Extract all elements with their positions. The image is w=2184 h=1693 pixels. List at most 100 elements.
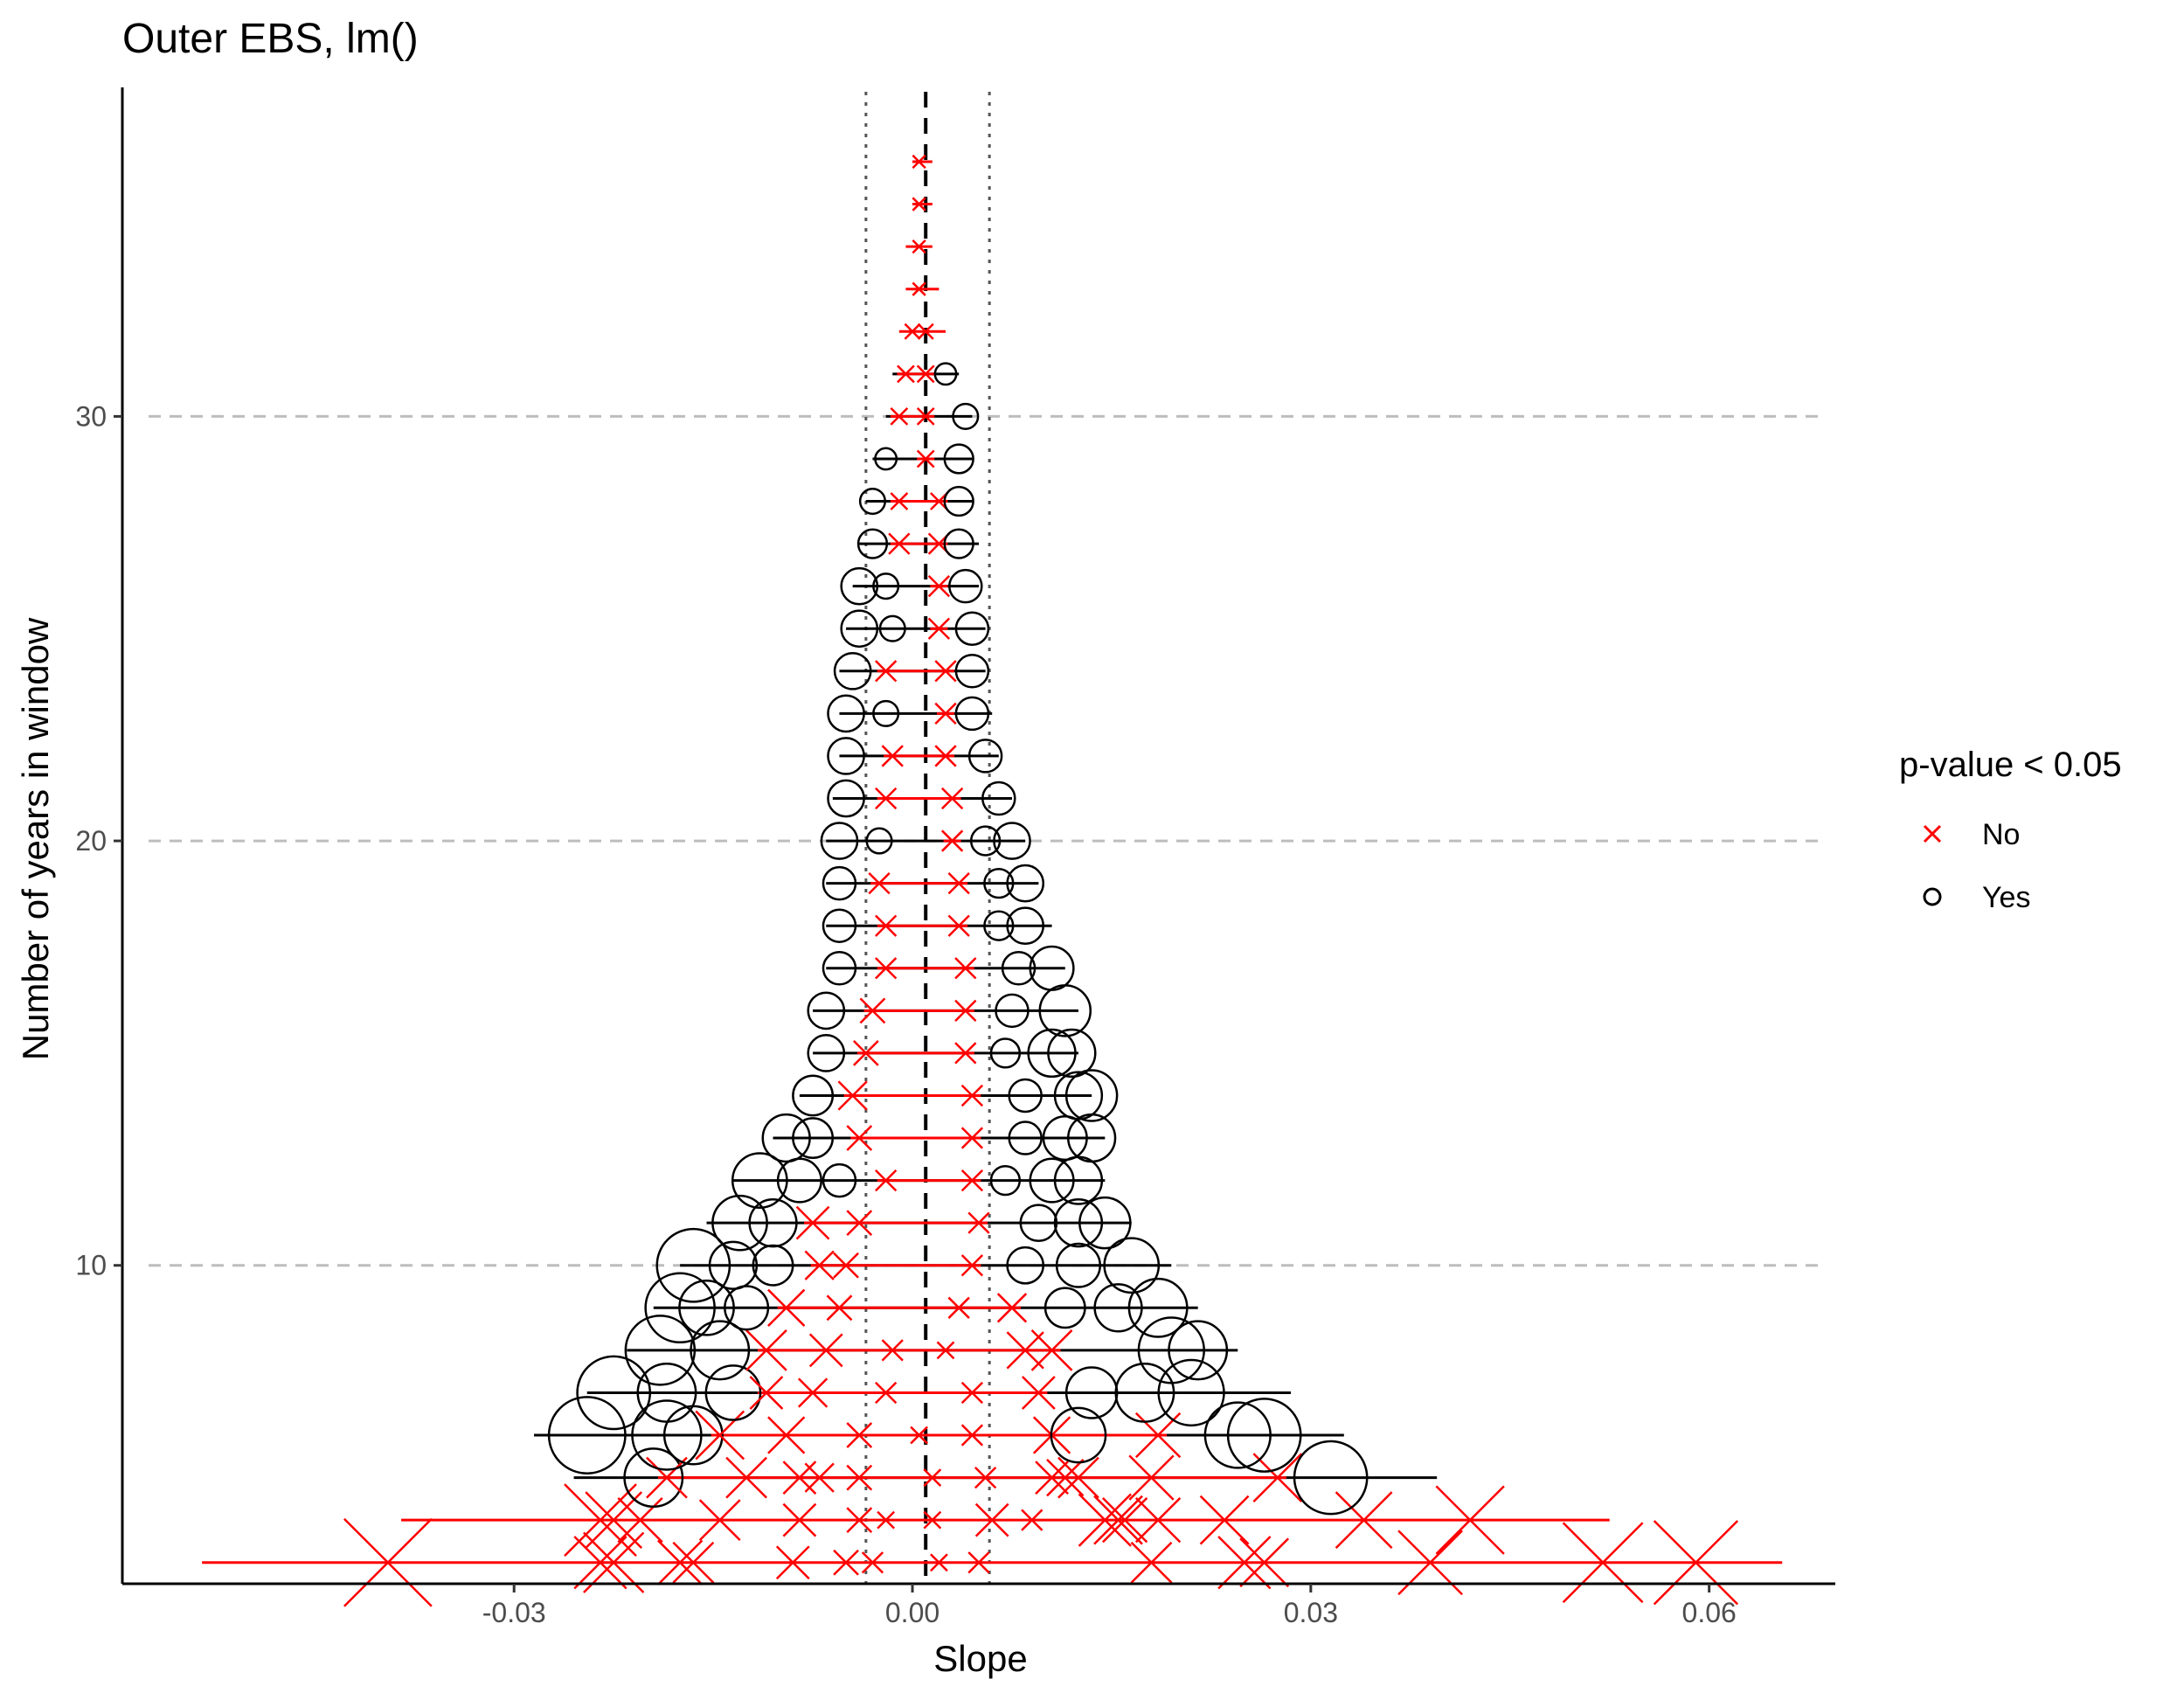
point-nonsignificant [846,1422,873,1448]
point-nonsignificant [930,1553,948,1572]
point-nonsignificant [1021,1376,1056,1410]
axes: -0.03 0.00 0.03 0.06 10 20 30 [75,87,1835,1628]
slope-range-lines [202,160,1783,1565]
point-nonsignificant [954,957,977,980]
point-nonsignificant [954,999,977,1022]
point-nonsignificant [947,914,970,937]
point-nonsignificant [749,1376,784,1410]
point-nonsignificant [923,1510,942,1530]
point-nonsignificant [1101,1497,1148,1544]
point-nonsignificant [646,1456,688,1499]
legend-key-yes [1923,887,1942,906]
point-nonsignificant [1335,1491,1393,1550]
point-significant [1050,1406,1107,1464]
point-nonsignificant [804,1462,835,1493]
point-nonsignificant [1035,1461,1069,1495]
point-significant [822,1162,857,1198]
point-significant [865,827,893,855]
point-significant [840,566,879,606]
point-nonsignificant [960,1127,984,1149]
point-nonsignificant [1093,1495,1143,1545]
point-nonsignificant [910,1426,929,1445]
point-significant [954,696,990,732]
point-nonsignificant [960,1424,984,1447]
point-nonsignificant [996,1293,1028,1323]
point-significant [983,867,1015,899]
point-nonsignificant [782,1502,817,1537]
point-significant [1064,1069,1119,1122]
point-significant [1114,1362,1175,1423]
point-significant [708,1240,759,1290]
point-significant [943,528,974,559]
point-significant [1053,1198,1104,1248]
point-nonsignificant [852,1040,879,1066]
point-nonsignificant [960,1254,984,1277]
x-tick-label: -0.03 [482,1597,546,1628]
point-significant [858,487,886,516]
point-nonsignificant [725,1456,767,1499]
point-significant [822,951,857,986]
point-significant [827,694,865,733]
point-significant [1019,1204,1058,1243]
legend: p-value < 0.05 No Yes [1899,746,2122,914]
point-significant [989,1037,1022,1069]
point-nonsignificant [960,1084,984,1107]
point-nonsignificant [934,660,957,683]
y-tick-label: 10 [75,1250,107,1281]
point-significant [547,1396,627,1474]
point-significant [748,1198,798,1248]
point-significant [807,991,846,1030]
x-axis-title: Slope [933,1638,1027,1679]
point-nonsignificant [775,1545,810,1580]
reference-lines [864,92,991,1584]
point-nonsignificant [573,1536,627,1590]
point-significant [995,993,1030,1029]
point-significant [704,1364,762,1421]
point-significant [933,362,958,386]
point-nonsignificant [916,407,935,426]
point-significant [952,402,980,430]
point-significant [874,447,898,471]
point-nonsignificant [904,323,921,340]
point-nonsignificant [890,407,909,426]
point-significant [1029,945,1075,991]
point-significant [655,1227,731,1303]
point-nonsignificant [698,1499,741,1542]
point-significant [1293,1440,1369,1516]
point-nonsignificant [846,1125,873,1151]
point-nonsignificant [967,1551,990,1574]
point-nonsignificant [940,787,964,810]
point-significant [623,1447,684,1509]
point-nonsignificant [877,1510,896,1530]
point-nonsignificant [1199,1495,1250,1545]
point-significant [1093,1283,1143,1333]
y-tick-label: 20 [75,825,107,857]
point-nonsignificant [1435,1485,1505,1555]
point-significant [724,1285,770,1331]
point-significant [792,1117,835,1159]
point-significant [631,1399,703,1471]
point-significant [840,609,879,649]
point-nonsignificant [954,1042,977,1065]
point-nonsignificant [1078,1493,1132,1547]
point-significant [827,779,865,818]
point-significant [954,654,990,689]
point-nonsignificant [617,1497,663,1544]
point-significant [792,1074,835,1117]
point-nonsignificant [1562,1522,1644,1604]
point-significant [1006,864,1045,903]
point-significant [636,1362,697,1423]
point-nonsignificant [657,1539,704,1585]
point-nonsignificant [875,957,898,980]
point-nonsignificant [916,364,935,384]
point-nonsignificant [797,1377,829,1408]
point-nonsignificant [585,1491,643,1550]
point-nonsignificant [1252,1453,1303,1502]
point-significant [1137,1316,1205,1384]
point-nonsignificant [923,1468,942,1487]
point-significant [954,611,990,646]
point-nonsignificant [888,532,911,555]
point-nonsignificant [1128,1454,1175,1501]
point-nonsignificant [947,1296,970,1319]
point-nonsignificant [1030,1329,1073,1371]
